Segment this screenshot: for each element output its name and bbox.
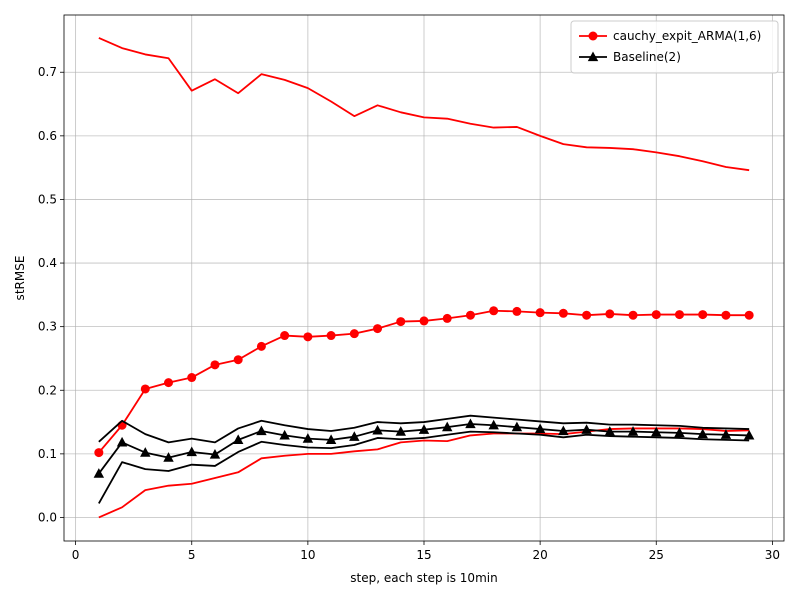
series-0-point	[233, 355, 243, 365]
series-0-lower-bound-line	[98, 427, 750, 519]
y-tick-label: 0.0	[38, 510, 57, 524]
ticks: 0 5 10 15 20 25 30 0.0 0.1 0.2 0.3 0.4 0.5 0.6 0.7	[38, 65, 780, 562]
series-0-point	[419, 316, 429, 326]
x-tick-label: 25	[649, 548, 664, 562]
series-0-point	[210, 360, 220, 370]
series-0-point	[280, 331, 290, 341]
series-1-point	[116, 436, 128, 447]
x-tick-label: 10	[300, 548, 315, 562]
series-0-point	[535, 308, 545, 318]
legend: cauchy_expit_ARMA(1,6) Baseline(2)	[570, 20, 779, 74]
series-1-lower-bound-line	[98, 430, 750, 504]
series-1-point	[720, 429, 732, 439]
series-1-point	[395, 426, 406, 436]
series-0-point	[674, 310, 684, 320]
series-1	[93, 414, 755, 504]
series-1-point	[256, 425, 267, 436]
series-1-point	[581, 424, 592, 434]
x-tick-label: 30	[765, 548, 780, 562]
series-0-point	[256, 341, 266, 351]
series-1-point	[534, 423, 546, 434]
series-1-point	[302, 433, 314, 443]
series-0-point	[721, 310, 731, 320]
legend-marker	[587, 51, 599, 62]
series-1-point	[558, 425, 569, 436]
series-1-point	[651, 426, 662, 437]
series-0-point	[442, 313, 452, 323]
legend-label: cauchy_expit_ARMA(1,6)	[613, 29, 761, 43]
series-1-point	[442, 421, 453, 432]
x-tick-label: 20	[532, 548, 547, 562]
y-tick-label: 0.5	[38, 192, 57, 206]
series-1-point	[372, 424, 383, 435]
series-0-point	[396, 317, 406, 327]
series-1-point	[140, 447, 151, 457]
series-1-point	[465, 418, 476, 429]
series-0-point	[489, 306, 499, 316]
series-1-point	[279, 429, 290, 440]
series-1-point	[186, 446, 197, 457]
series-1-point	[511, 421, 523, 432]
series-1-point	[697, 428, 708, 439]
series-0-point	[303, 332, 313, 342]
series-1-point	[349, 431, 360, 441]
series-0-point	[187, 373, 197, 383]
series-0	[94, 37, 754, 519]
series-0-point	[698, 310, 708, 320]
series-0-point	[744, 310, 754, 320]
series-0-point	[605, 309, 615, 319]
legend-entry: cauchy_expit_ARMA(1,6)	[579, 29, 761, 43]
series-layer	[93, 37, 755, 519]
series-1-point	[93, 468, 105, 478]
series-1-point	[604, 426, 616, 436]
series-1-point	[418, 424, 430, 434]
y-tick-label: 0.7	[38, 65, 57, 79]
series-1-point	[232, 434, 244, 444]
series-0-point	[164, 378, 174, 388]
series-1-point	[209, 448, 221, 459]
y-tick-label: 0.1	[38, 447, 57, 461]
series-1-point	[325, 434, 337, 444]
y-tick-label: 0.3	[38, 320, 57, 334]
legend-marker	[588, 31, 598, 41]
series-0-point	[628, 310, 638, 320]
series-0-point	[582, 310, 592, 320]
series-1-point	[674, 427, 685, 437]
series-1-point	[163, 452, 174, 462]
y-tick-label: 0.2	[38, 383, 57, 397]
series-0-point	[349, 329, 359, 339]
series-0-point	[512, 306, 522, 316]
legend-label: Baseline(2)	[613, 50, 681, 64]
series-1-upper-bound-line	[98, 414, 750, 444]
x-tick-label: 0	[72, 548, 80, 562]
series-0-point	[558, 308, 568, 318]
y-axis-label: stRMSE	[13, 256, 27, 301]
y-tick-label: 0.6	[38, 129, 57, 143]
series-1-point	[627, 426, 639, 436]
series-0-point	[140, 384, 150, 394]
x-tick-label: 5	[188, 548, 196, 562]
series-0-point	[373, 324, 383, 334]
series-0-point	[94, 448, 104, 458]
series-0-point	[651, 310, 661, 320]
legend-box	[570, 20, 779, 74]
grid	[64, 15, 784, 541]
legend-entry: Baseline(2)	[579, 50, 681, 64]
x-tick-label: 15	[416, 548, 431, 562]
series-0-upper-bound-line	[98, 37, 750, 172]
x-axis-label: step, each step is 10min	[350, 571, 497, 585]
series-0-point	[465, 310, 475, 320]
y-tick-label: 0.4	[38, 256, 57, 270]
series-0-point	[326, 331, 336, 341]
series-1-point	[743, 429, 755, 440]
series-1-point	[488, 419, 499, 430]
